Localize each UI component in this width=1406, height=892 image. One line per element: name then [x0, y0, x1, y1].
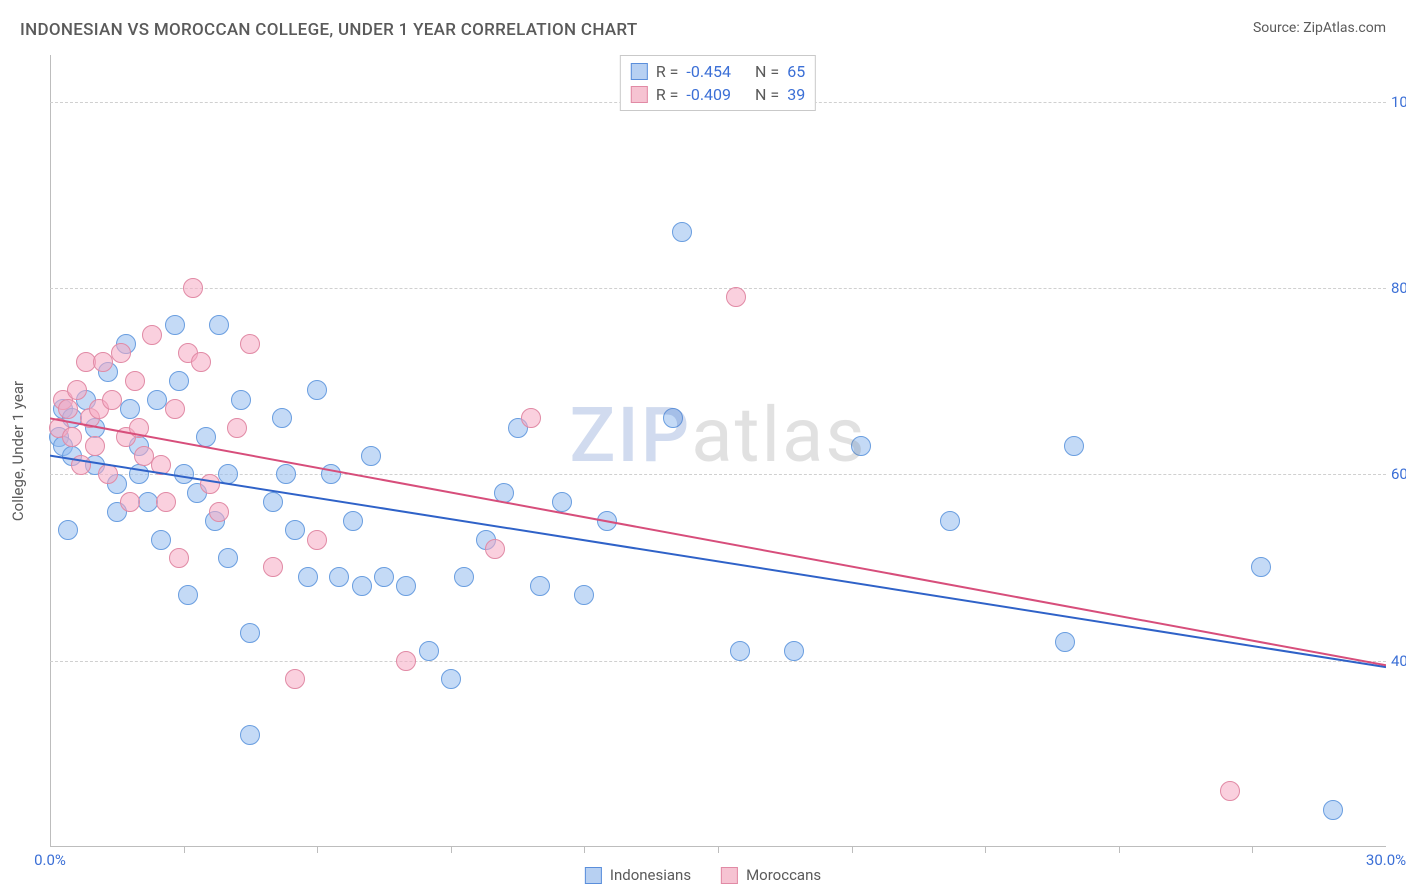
corr-n-value: 39: [787, 85, 805, 104]
trend-line: [50, 418, 1386, 665]
x-tick-mark: [451, 847, 452, 853]
x-tick-mark: [317, 847, 318, 853]
x-tick-mark: [1252, 847, 1253, 853]
legend-label: Indonesians: [610, 866, 691, 884]
legend-swatch: [631, 63, 648, 80]
y-tick-label: 80.0%: [1391, 279, 1406, 297]
legend: Indonesians Moroccans: [585, 866, 821, 884]
x-tick-label: 0.0%: [34, 851, 66, 869]
trend-line: [50, 456, 1386, 668]
legend-swatch: [721, 867, 738, 884]
x-tick-mark: [718, 847, 719, 853]
legend-swatch: [585, 867, 602, 884]
x-tick-mark: [584, 847, 585, 853]
y-tick-label: 100.0%: [1391, 93, 1406, 111]
source-attribution: Source: ZipAtlas.com: [1253, 20, 1386, 36]
corr-r-label: R =: [656, 85, 679, 104]
corr-n-label: N =: [755, 85, 779, 104]
x-tick-mark: [852, 847, 853, 853]
legend-item: Moroccans: [721, 866, 821, 884]
correlation-box: R = -0.454 N = 65 R = -0.409 N = 39: [620, 55, 816, 111]
corr-n-value: 65: [787, 62, 805, 81]
plot-region: ZIPatlas R =-0.454N =65R =-0.409N =39 40…: [50, 55, 1386, 847]
legend-label: Moroccans: [746, 866, 821, 884]
x-tick-mark: [1119, 847, 1120, 853]
y-tick-label: 60.0%: [1391, 465, 1406, 483]
y-axis-label: College, Under 1 year: [9, 381, 27, 521]
legend-item: Indonesians: [585, 866, 691, 884]
x-tick-label: 30.0%: [1366, 851, 1406, 869]
corr-r-label: R =: [656, 62, 679, 81]
corr-r-value: -0.409: [686, 85, 731, 104]
chart-area: College, Under 1 year ZIPatlas R =-0.454…: [50, 55, 1386, 847]
corr-n-label: N =: [755, 62, 779, 81]
correlation-row: R = -0.409 N = 39: [631, 83, 805, 106]
corr-r-value: -0.454: [686, 62, 731, 81]
x-tick-mark: [985, 847, 986, 853]
y-tick-label: 40.0%: [1391, 652, 1406, 670]
legend-swatch: [631, 86, 648, 103]
correlation-row: R = -0.454 N = 65: [631, 60, 805, 83]
chart-title: INDONESIAN VS MOROCCAN COLLEGE, UNDER 1 …: [20, 20, 638, 40]
x-tick-mark: [184, 847, 185, 853]
trend-lines-layer: [50, 55, 1386, 847]
